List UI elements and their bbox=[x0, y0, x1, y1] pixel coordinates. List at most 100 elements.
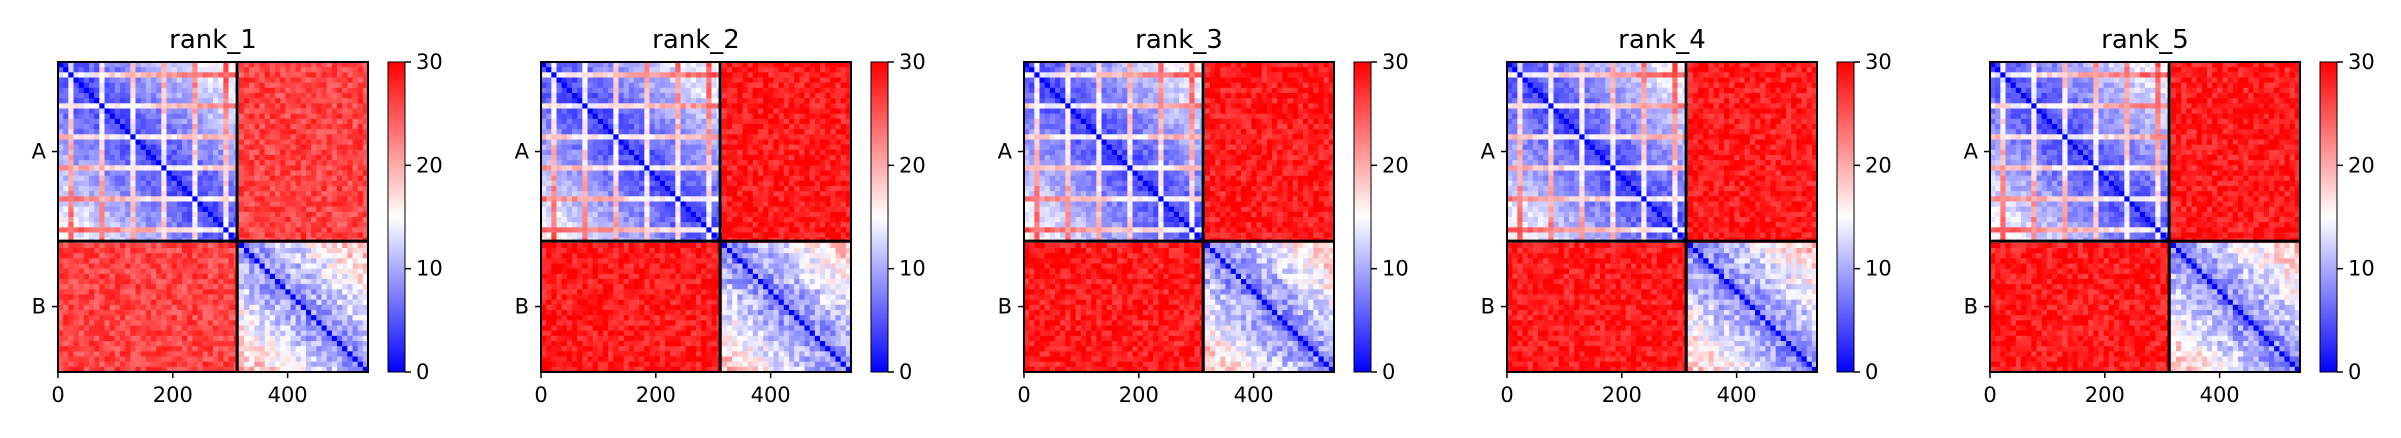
heatmap-cell bbox=[177, 202, 183, 208]
heatmap-cell bbox=[291, 202, 297, 208]
heatmap-cell bbox=[130, 103, 136, 109]
heatmap-cell bbox=[94, 88, 100, 94]
heatmap-cell bbox=[79, 305, 85, 311]
heatmap-cell bbox=[562, 103, 568, 109]
heatmap-cell bbox=[691, 165, 697, 171]
heatmap-cell bbox=[722, 72, 728, 78]
heatmap-cell bbox=[805, 134, 811, 140]
heatmap-cell bbox=[249, 83, 255, 89]
heatmap-cell bbox=[546, 171, 552, 177]
heatmap-cell bbox=[567, 140, 573, 146]
heatmap-cell bbox=[306, 243, 312, 249]
heatmap-cell bbox=[151, 202, 157, 208]
heatmap-cell bbox=[830, 171, 836, 177]
heatmap-cell bbox=[758, 88, 764, 94]
heatmap-cell bbox=[670, 145, 676, 151]
heatmap-cell bbox=[130, 269, 136, 275]
heatmap-cell bbox=[130, 346, 136, 352]
heatmap-cell bbox=[608, 155, 614, 161]
heatmap-cell bbox=[743, 165, 749, 171]
heatmap-cell bbox=[79, 258, 85, 264]
heatmap-cell bbox=[280, 331, 286, 337]
heatmap-cell bbox=[146, 160, 152, 166]
heatmap-cell bbox=[141, 253, 147, 259]
heatmap-cell bbox=[327, 300, 333, 306]
heatmap-cell bbox=[213, 341, 219, 347]
heatmap-cell bbox=[774, 150, 780, 156]
heatmap-cell bbox=[198, 88, 204, 94]
heatmap-cell bbox=[192, 362, 198, 368]
heatmap-cell bbox=[125, 336, 131, 342]
heatmap-cell bbox=[727, 171, 733, 177]
heatmap-cell bbox=[94, 98, 100, 104]
heatmap-cell bbox=[120, 336, 126, 342]
heatmap-cell bbox=[296, 248, 302, 254]
heatmap-cell bbox=[347, 341, 353, 347]
heatmap-cell bbox=[582, 67, 588, 73]
heatmap-cell bbox=[99, 129, 105, 135]
heatmap-cell bbox=[239, 217, 245, 223]
heatmap-cell bbox=[223, 103, 229, 109]
heatmap-cell bbox=[311, 341, 317, 347]
heatmap-cell bbox=[239, 196, 245, 202]
heatmap-cell bbox=[244, 310, 250, 316]
heatmap-cell bbox=[562, 98, 568, 104]
heatmap-cell bbox=[99, 171, 105, 177]
heatmap-cell bbox=[634, 129, 640, 135]
heatmap-cell bbox=[125, 351, 131, 357]
heatmap-cell bbox=[306, 269, 312, 275]
heatmap-cell bbox=[254, 207, 260, 213]
heatmap-cell bbox=[74, 181, 80, 187]
heatmap-cell bbox=[208, 67, 214, 73]
heatmap-cell bbox=[768, 160, 774, 166]
heatmap-cell bbox=[110, 114, 116, 120]
heatmap-cell bbox=[182, 227, 188, 233]
heatmap-cell bbox=[84, 134, 90, 140]
heatmap-cell bbox=[260, 212, 266, 218]
heatmap-cell bbox=[172, 103, 178, 109]
heatmap-cell bbox=[182, 155, 188, 161]
heatmap-cell bbox=[588, 140, 594, 146]
heatmap-cell bbox=[841, 145, 847, 151]
heatmap-cell bbox=[141, 140, 147, 146]
heatmap-cell bbox=[244, 346, 250, 352]
heatmap-cell bbox=[316, 171, 322, 177]
heatmap-cell bbox=[161, 269, 167, 275]
heatmap-cell bbox=[551, 150, 557, 156]
heatmap-cell bbox=[177, 222, 183, 228]
heatmap-cell bbox=[172, 274, 178, 280]
heatmap-cell bbox=[660, 140, 666, 146]
heatmap-cell bbox=[768, 78, 774, 84]
heatmap-cell bbox=[572, 165, 578, 171]
heatmap-cell bbox=[624, 93, 630, 99]
heatmap-cell bbox=[213, 346, 219, 352]
heatmap-cell bbox=[182, 124, 188, 130]
heatmap-cell bbox=[332, 93, 338, 99]
heatmap-cell bbox=[218, 114, 224, 120]
heatmap-cell bbox=[120, 165, 126, 171]
heatmap-cell bbox=[794, 160, 800, 166]
heatmap-cell bbox=[141, 264, 147, 270]
heatmap-cell bbox=[161, 181, 167, 187]
heatmap-cell bbox=[841, 140, 847, 146]
heatmap-cell bbox=[156, 88, 162, 94]
heatmap-cell bbox=[244, 114, 250, 120]
heatmap-cell bbox=[275, 289, 281, 295]
heatmap-cell bbox=[239, 305, 245, 311]
heatmap-cell bbox=[68, 78, 74, 84]
heatmap-cell bbox=[172, 165, 178, 171]
heatmap-cell bbox=[229, 269, 235, 275]
heatmap-cell bbox=[94, 300, 100, 306]
heatmap-cell bbox=[301, 181, 307, 187]
heatmap-cell bbox=[89, 124, 95, 130]
heatmap-cell bbox=[130, 134, 136, 140]
heatmap-cell bbox=[218, 98, 224, 104]
heatmap-cell bbox=[675, 155, 681, 161]
heatmap-cell bbox=[254, 227, 260, 233]
heatmap-cell bbox=[260, 191, 266, 197]
heatmap-cell bbox=[198, 202, 204, 208]
heatmap-cell bbox=[146, 83, 152, 89]
heatmap-cell bbox=[784, 83, 790, 89]
heatmap-cell bbox=[301, 114, 307, 120]
heatmap-cell bbox=[115, 119, 121, 125]
